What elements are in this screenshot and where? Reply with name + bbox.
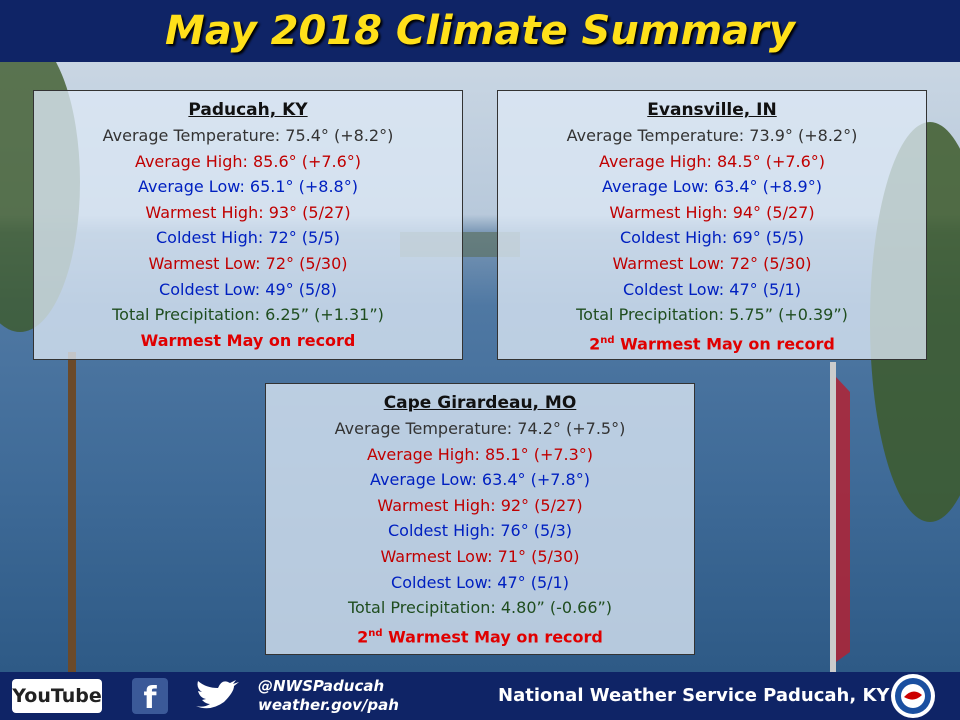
station-name: Paducah, KY — [188, 100, 308, 120]
stat-line: Warmest Low: 71° (5/30) — [380, 546, 580, 566]
stat-line: Coldest High: 72° (5/5) — [155, 228, 341, 248]
record-suffix: nd — [368, 627, 383, 639]
station-box: Evansville, IN Average Temperature: 73.9°… — [497, 90, 927, 360]
office-name: National Weather Service Paducah, KY — [498, 685, 890, 706]
footer: YouTube f @NWSPaducah weather.gov/pah Na… — [0, 672, 960, 720]
stat-line: Coldest High: 76° (5/3) — [387, 521, 573, 541]
stat-line: Average Temperature: 73.9° (+8.2°) — [566, 126, 858, 145]
record-text: Warmest May on record — [140, 330, 356, 350]
stat-line: Warmest Low: 72° (5/30) — [612, 253, 812, 273]
stat-line: Coldest Low: 47° (5/1) — [623, 279, 801, 299]
website: weather.gov/pah — [258, 696, 399, 714]
record-rank: 2 — [357, 627, 369, 647]
stat-line: Average Low: 63.4° (+8.9°) — [602, 177, 822, 197]
facebook-logo[interactable]: f — [132, 678, 168, 716]
stat-line: Average Low: 65.1° (+8.8°) — [138, 177, 358, 197]
record-note: Warmest May on record — [34, 328, 462, 354]
record-note: 2nd Warmest May on record — [498, 328, 926, 357]
twitter-handle: @NWSPaducah — [258, 677, 385, 695]
stat-line: Total Precipitation: 5.75” (+0.39”) — [576, 305, 848, 325]
record-note: 2nd Warmest May on record — [266, 621, 694, 650]
nws-logo — [891, 674, 935, 718]
station-name: Evansville, IN — [647, 100, 777, 120]
station-box: Cape Girardeau, MO Average Temperature: 7… — [265, 383, 695, 655]
stat-line: Average Temperature: 75.4° (+8.2°) — [102, 126, 394, 145]
title: May 2018 Climate Summary — [165, 8, 795, 54]
stat-line: Total Precipitation: 6.25” (+1.31”) — [112, 305, 384, 325]
header: May 2018 Climate Summary — [0, 0, 960, 62]
twitter-logo[interactable] — [192, 680, 240, 714]
stat-line: Average Low: 63.4° (+7.8°) — [370, 470, 590, 490]
record-text: Warmest May on record — [614, 334, 835, 354]
stat-line: Warmest High: 92° (5/27) — [377, 495, 583, 515]
record-text: Warmest May on record — [382, 627, 603, 647]
record-suffix: nd — [600, 334, 615, 346]
stat-line: Warmest Low: 72° (5/30) — [148, 253, 348, 273]
stat-line: Warmest High: 93° (5/27) — [145, 202, 351, 222]
stat-line: Coldest Low: 47° (5/1) — [391, 572, 569, 592]
station-box: Paducah, KY Average Temperature: 75.4° (+… — [33, 90, 463, 360]
record-rank: 2 — [589, 334, 601, 354]
stat-line: Coldest High: 69° (5/5) — [619, 228, 805, 248]
stat-line: Coldest Low: 49° (5/8) — [159, 279, 337, 299]
stat-line: Average High: 84.5° (+7.6°) — [598, 151, 826, 171]
stat-line: Total Precipitation: 4.80” (-0.66”) — [347, 598, 613, 618]
station-name: Cape Girardeau, MO — [383, 393, 577, 413]
youtube-logo[interactable]: YouTube — [12, 679, 102, 713]
stat-line: Warmest High: 94° (5/27) — [609, 202, 815, 222]
stat-line: Average High: 85.6° (+7.6°) — [134, 151, 362, 171]
stat-line: Average High: 85.1° (+7.3°) — [366, 444, 594, 464]
stat-line: Average Temperature: 74.2° (+7.5°) — [334, 419, 626, 438]
